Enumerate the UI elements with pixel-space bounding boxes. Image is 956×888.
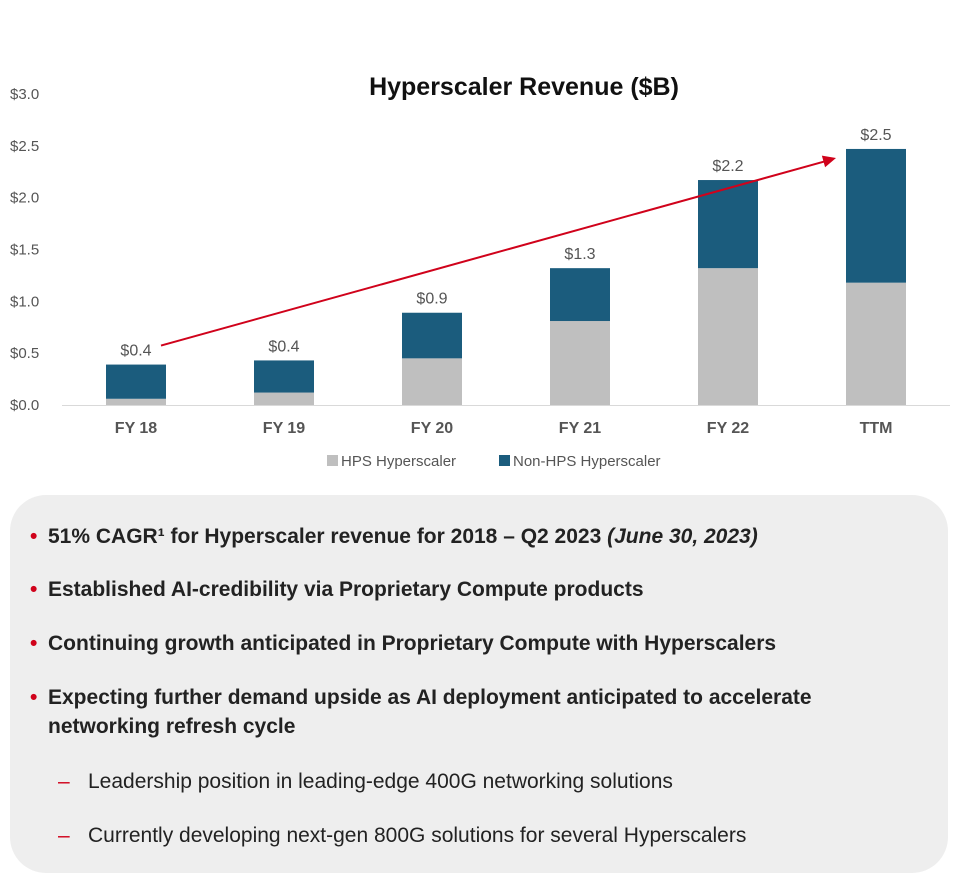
legend-label: HPS Hyperscaler [341, 453, 456, 470]
highlight-text: Established AI-credibility via Proprieta… [48, 578, 644, 601]
bar-hps-hyperscaler [106, 398, 166, 405]
total-label: $0.9 [416, 291, 447, 308]
bullet-icon: • [30, 525, 38, 548]
y-tick-label: $1.5 [10, 242, 39, 259]
bar-hps-hyperscaler [254, 392, 314, 405]
total-label: $0.4 [268, 338, 299, 355]
sub-point-400g: – Leadership position in leading-edge 40… [58, 767, 673, 796]
highlight-text: 51% CAGR¹ for Hyperscaler revenue for 20… [48, 525, 602, 548]
total-label: $2.5 [860, 127, 891, 144]
total-label: $2.2 [712, 158, 743, 175]
highlight-date: (June 30, 2023) [607, 525, 758, 548]
y-tick-label: $0.0 [10, 397, 39, 414]
y-tick-label: $3.0 [10, 86, 39, 103]
highlight-demand: • Expecting further demand upside as AI … [30, 683, 850, 741]
bar-hps-hyperscaler [846, 282, 906, 405]
chart-title: Hyperscaler Revenue ($B) [369, 73, 679, 101]
sub-point-800g: – Currently developing next-gen 800G sol… [58, 821, 746, 850]
bar-non-hps-hyperscaler [846, 148, 906, 283]
x-tick-label: FY 20 [411, 420, 454, 437]
x-tick-label: FY 19 [263, 420, 306, 437]
highlight-cagr: • 51% CAGR¹ for Hyperscaler revenue for … [30, 522, 758, 551]
bullet-icon: • [30, 578, 38, 601]
y-tick-label: $2.0 [10, 190, 39, 207]
legend-swatch [327, 455, 338, 466]
legend-label: Non-HPS Hyperscaler [513, 453, 661, 470]
bar-non-hps-hyperscaler [254, 360, 314, 393]
highlight-text: Continuing growth anticipated in Proprie… [48, 632, 777, 655]
bar-non-hps-hyperscaler [550, 268, 610, 322]
y-tick-label: $0.5 [10, 345, 39, 362]
dash-icon: – [58, 770, 70, 793]
total-label: $0.4 [120, 343, 151, 360]
x-tick-label: FY 21 [559, 420, 602, 437]
bullet-icon: • [30, 632, 38, 655]
highlight-ai-credibility: • Established AI-credibility via Proprie… [30, 575, 644, 604]
highlights-panel: • 51% CAGR¹ for Hyperscaler revenue for … [10, 495, 948, 873]
highlight-growth: • Continuing growth anticipated in Propr… [30, 629, 776, 658]
dash-icon: – [58, 824, 70, 847]
bar-non-hps-hyperscaler [402, 312, 462, 359]
x-tick-label: TTM [860, 420, 893, 437]
trend-arrow-line [160, 158, 831, 347]
y-tick-label: $2.5 [10, 138, 39, 155]
trend-arrow-head-icon [821, 155, 836, 168]
legend-swatch [499, 455, 510, 466]
bar-non-hps-hyperscaler [106, 364, 166, 399]
x-tick-label: FY 18 [115, 420, 158, 437]
sub-point-text: Currently developing next-gen 800G solut… [88, 824, 747, 847]
bar-hps-hyperscaler [550, 321, 610, 405]
sub-point-text: Leadership position in leading-edge 400G… [88, 770, 673, 793]
bar-hps-hyperscaler [698, 268, 758, 405]
y-tick-label: $1.0 [10, 293, 39, 310]
bullet-icon: • [30, 686, 38, 709]
bar-hps-hyperscaler [402, 358, 462, 405]
total-label: $1.3 [564, 246, 595, 263]
hyperscaler-revenue-chart: Hyperscaler Revenue ($B) $0.0 $0.5 $1.0 $1.… [10, 73, 950, 470]
highlight-text: Expecting further demand upside as AI de… [48, 686, 812, 738]
x-tick-label: FY 22 [707, 420, 750, 437]
